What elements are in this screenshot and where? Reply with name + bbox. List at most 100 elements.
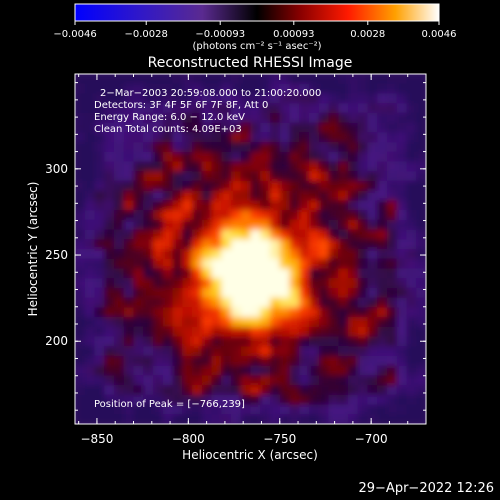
heatmap-cell bbox=[357, 365, 369, 376]
heatmap-cell bbox=[162, 355, 174, 367]
heatmap-cell bbox=[75, 346, 86, 357]
heatmap-cell bbox=[240, 249, 252, 260]
heatmap-cell bbox=[240, 394, 252, 406]
heatmap-cell bbox=[75, 404, 86, 415]
heatmap-cell bbox=[231, 375, 242, 386]
heatmap-cell bbox=[367, 394, 378, 406]
heatmap-cell bbox=[240, 307, 252, 318]
heatmap-cell bbox=[416, 122, 426, 133]
heatmap-cell bbox=[348, 210, 359, 221]
heatmap-cell bbox=[348, 287, 359, 299]
heatmap-cell bbox=[270, 171, 281, 182]
heatmap-cell bbox=[416, 219, 426, 231]
heatmap-cell bbox=[260, 74, 271, 85]
heatmap-cell bbox=[289, 307, 300, 318]
heatmap-cell bbox=[123, 151, 135, 163]
heatmap-cell bbox=[377, 180, 388, 192]
heatmap-cell bbox=[348, 142, 359, 153]
heatmap-cell bbox=[211, 336, 222, 347]
heatmap-cell bbox=[348, 278, 359, 289]
heatmap-cell bbox=[211, 190, 222, 201]
heatmap-cell bbox=[377, 83, 388, 95]
heatmap-cell bbox=[240, 355, 252, 367]
heatmap-cell bbox=[270, 83, 281, 95]
heatmap-cell bbox=[328, 122, 339, 133]
heatmap-cell bbox=[406, 307, 417, 318]
heatmap-cell bbox=[270, 210, 281, 221]
heatmap-cell bbox=[318, 346, 330, 357]
heatmap-cell bbox=[338, 249, 349, 260]
heatmap-cell bbox=[338, 229, 349, 240]
heatmap-cell bbox=[260, 210, 271, 221]
heatmap-cell bbox=[377, 229, 388, 240]
heatmap-cell bbox=[367, 258, 378, 270]
heatmap-cell bbox=[416, 355, 426, 367]
heatmap-cell bbox=[367, 355, 378, 367]
heatmap-cell bbox=[318, 404, 330, 415]
heatmap-cell bbox=[348, 258, 359, 270]
heatmap-cell bbox=[357, 258, 369, 270]
heatmap-cell bbox=[299, 394, 310, 406]
heatmap-cell bbox=[338, 307, 349, 318]
heatmap-cell bbox=[396, 355, 408, 367]
heatmap-cell bbox=[377, 239, 388, 250]
heatmap-cell bbox=[221, 239, 232, 250]
heatmap-cell bbox=[396, 346, 408, 357]
heatmap-cell bbox=[162, 122, 174, 133]
heatmap-cell bbox=[211, 142, 222, 153]
heatmap-cell bbox=[328, 151, 339, 163]
heatmap-cell bbox=[201, 249, 213, 260]
heatmap-cell bbox=[338, 103, 349, 114]
heatmap-cell bbox=[211, 385, 222, 396]
heatmap-cell bbox=[123, 112, 135, 124]
heatmap-cell bbox=[104, 394, 115, 406]
heatmap-cell bbox=[211, 346, 222, 357]
heatmap-cell bbox=[387, 346, 398, 357]
heatmap-cell bbox=[299, 161, 310, 172]
heatmap-cell bbox=[348, 346, 359, 357]
heatmap-cell bbox=[153, 365, 164, 376]
heatmap-cell bbox=[416, 404, 426, 415]
heatmap-cell bbox=[84, 326, 96, 338]
heatmap-cell bbox=[221, 307, 232, 318]
heatmap-cell bbox=[328, 210, 339, 221]
heatmap-cell bbox=[211, 151, 222, 163]
heatmap-cell bbox=[94, 180, 105, 192]
heatmap-cell bbox=[338, 190, 349, 201]
heatmap-cell bbox=[75, 74, 86, 85]
heatmap-cell bbox=[270, 249, 281, 260]
heatmap-cell bbox=[387, 278, 398, 289]
heatmap-cell bbox=[270, 161, 281, 172]
heatmap-cell bbox=[406, 355, 417, 367]
heatmap-cell bbox=[260, 375, 271, 386]
heatmap-cell bbox=[162, 404, 174, 415]
heatmap-cell bbox=[133, 268, 144, 279]
heatmap-cell bbox=[270, 375, 281, 386]
heatmap-cell bbox=[182, 200, 193, 211]
heatmap-cell bbox=[396, 278, 408, 289]
heatmap-cell bbox=[94, 326, 105, 338]
heatmap-cell bbox=[162, 132, 174, 143]
heatmap-cell bbox=[84, 190, 96, 201]
heatmap-cell bbox=[289, 404, 300, 415]
heatmap-cell bbox=[231, 112, 242, 124]
heatmap-cell bbox=[94, 74, 105, 85]
heatmap-cell bbox=[396, 326, 408, 338]
heatmap-cell bbox=[172, 268, 183, 279]
heatmap-cell bbox=[318, 142, 330, 153]
heatmap-cell bbox=[221, 249, 232, 260]
heatmap-cell bbox=[221, 278, 232, 289]
heatmap-cell bbox=[94, 414, 105, 424]
heatmap-cell bbox=[211, 132, 222, 143]
heatmap-cell bbox=[182, 142, 193, 153]
heatmap-cell bbox=[348, 249, 359, 260]
heatmap-cell bbox=[328, 239, 339, 250]
heatmap-cell bbox=[348, 404, 359, 415]
heatmap-cell bbox=[328, 317, 339, 328]
heatmap-cell bbox=[260, 151, 271, 163]
heatmap-cell bbox=[143, 404, 154, 415]
heatmap-cell bbox=[396, 268, 408, 279]
heatmap-cell bbox=[123, 278, 135, 289]
heatmap-cell bbox=[270, 346, 281, 357]
heatmap-cell bbox=[387, 74, 398, 85]
